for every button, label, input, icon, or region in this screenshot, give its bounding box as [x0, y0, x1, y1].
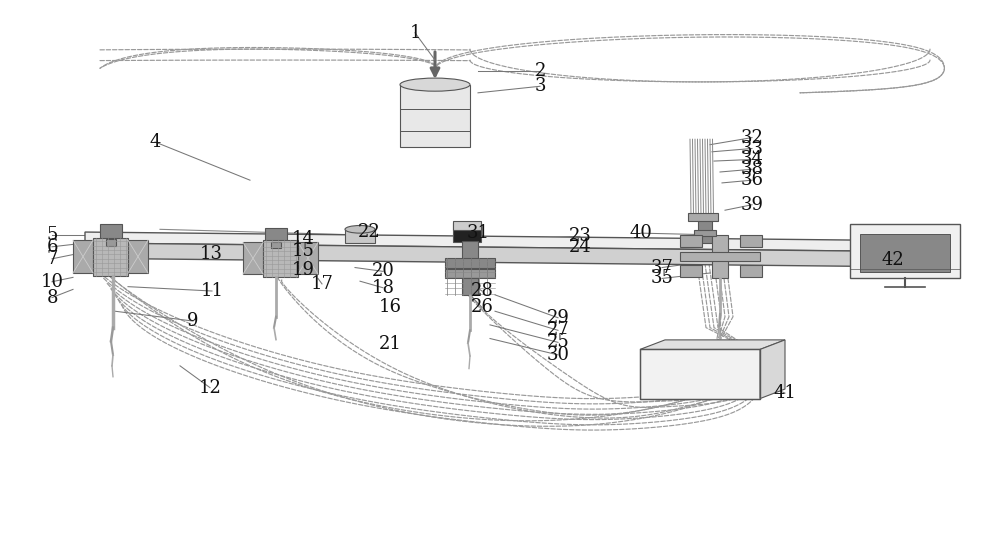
Text: 18: 18	[372, 279, 394, 296]
Text: 29: 29	[547, 309, 569, 327]
Text: 11: 11	[200, 282, 224, 300]
Polygon shape	[85, 232, 870, 251]
Text: 20: 20	[372, 263, 394, 280]
Text: 36: 36	[740, 171, 764, 189]
Ellipse shape	[345, 225, 375, 233]
Text: 16: 16	[378, 299, 402, 316]
Bar	[265, 228, 287, 243]
Text: 40: 40	[630, 224, 652, 242]
Bar	[640, 349, 760, 399]
Text: 12: 12	[199, 379, 221, 396]
Bar	[263, 240, 298, 277]
Text: 34: 34	[741, 151, 763, 168]
Text: 35: 35	[651, 270, 673, 287]
Text: 15: 15	[292, 242, 314, 260]
Bar	[680, 265, 702, 277]
Bar	[345, 229, 375, 243]
Text: 30: 30	[546, 346, 570, 364]
Bar	[462, 241, 478, 295]
Bar	[106, 239, 116, 246]
Bar	[680, 235, 702, 247]
Text: 4: 4	[149, 133, 161, 151]
Bar	[453, 221, 481, 230]
Bar	[271, 242, 281, 248]
Bar	[688, 213, 718, 221]
Text: 21: 21	[379, 335, 401, 353]
Text: 39: 39	[740, 196, 764, 213]
Text: 6: 6	[46, 238, 58, 256]
Ellipse shape	[400, 78, 470, 91]
Bar	[712, 235, 728, 278]
Text: 41: 41	[774, 384, 796, 402]
Bar	[740, 235, 762, 247]
Text: 14: 14	[292, 230, 314, 248]
Bar	[93, 238, 128, 276]
Text: 22: 22	[358, 223, 380, 241]
Polygon shape	[85, 243, 870, 266]
Bar	[640, 349, 760, 399]
Bar	[698, 220, 712, 243]
Text: 3: 3	[534, 78, 546, 95]
Bar	[680, 252, 760, 261]
Text: 38: 38	[740, 161, 764, 178]
Text: 26: 26	[471, 299, 493, 316]
Bar	[694, 230, 716, 236]
Text: 17: 17	[311, 275, 333, 293]
Text: 8: 8	[46, 289, 58, 306]
Bar	[740, 265, 762, 277]
Text: 32: 32	[741, 129, 763, 146]
Text: 23: 23	[569, 228, 591, 245]
Text: 33: 33	[740, 140, 764, 157]
Text: 10: 10	[40, 273, 64, 290]
Bar	[850, 224, 960, 278]
Text: 31: 31	[466, 224, 490, 242]
Bar	[400, 85, 470, 147]
Bar	[73, 240, 93, 273]
Text: 24: 24	[569, 238, 591, 256]
Bar	[453, 223, 481, 242]
Bar	[445, 269, 495, 278]
Text: 9: 9	[187, 312, 199, 330]
Bar	[298, 242, 318, 274]
Text: 27: 27	[547, 322, 569, 339]
Text: 37: 37	[651, 259, 673, 276]
Text: 1: 1	[409, 24, 421, 41]
Text: 13: 13	[200, 246, 222, 263]
Bar	[128, 240, 148, 273]
Text: 2: 2	[534, 62, 546, 80]
Text: 7: 7	[46, 250, 58, 268]
Bar	[100, 224, 122, 240]
Bar	[445, 258, 495, 268]
Text: 42: 42	[882, 252, 904, 269]
Bar	[243, 242, 263, 274]
Text: 25: 25	[547, 334, 569, 351]
Polygon shape	[640, 340, 785, 349]
Polygon shape	[760, 340, 785, 399]
Bar	[860, 234, 950, 272]
Text: 19: 19	[292, 262, 314, 279]
Text: 5: 5	[46, 226, 58, 244]
Text: 28: 28	[471, 282, 493, 300]
